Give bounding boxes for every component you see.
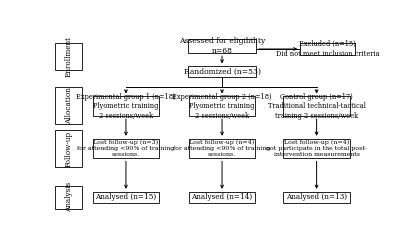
FancyBboxPatch shape: [55, 87, 82, 124]
FancyBboxPatch shape: [55, 130, 82, 167]
FancyBboxPatch shape: [188, 66, 256, 77]
FancyBboxPatch shape: [189, 96, 255, 116]
FancyBboxPatch shape: [189, 139, 255, 158]
Text: Assessed for eligibility
n=68: Assessed for eligibility n=68: [179, 37, 265, 55]
FancyBboxPatch shape: [188, 39, 256, 53]
FancyBboxPatch shape: [93, 192, 159, 203]
FancyBboxPatch shape: [93, 139, 159, 158]
Text: Follow-up: Follow-up: [64, 131, 73, 167]
FancyBboxPatch shape: [300, 43, 354, 55]
FancyBboxPatch shape: [55, 186, 82, 209]
Text: Enrollment: Enrollment: [64, 36, 73, 77]
Text: Control group (n=17)
Traditional technical-tactical
training 2 sessions/week: Control group (n=17) Traditional technic…: [268, 92, 366, 120]
FancyBboxPatch shape: [55, 43, 82, 70]
Text: Analysis: Analysis: [64, 182, 73, 213]
Text: Lost follow-up (n=4)
for attending <90% of training
sessions.: Lost follow-up (n=4) for attending <90% …: [174, 140, 271, 157]
Text: Analysed (n=13): Analysed (n=13): [286, 193, 347, 202]
FancyBboxPatch shape: [93, 96, 159, 116]
Text: Analysed (n=15): Analysed (n=15): [95, 193, 156, 202]
Text: Experimental group 2 (n=18)
Plyometric training
2 sessions/week: Experimental group 2 (n=18) Plyometric t…: [172, 92, 272, 120]
Text: Lost follow-up (n=4)
not participate in the total post-
intervention measurement: Lost follow-up (n=4) not participate in …: [266, 140, 367, 157]
Text: Allocation: Allocation: [64, 87, 73, 124]
Text: Experimental group 1 (n=18)
Plyometric training
2 sessions/week: Experimental group 1 (n=18) Plyometric t…: [76, 92, 176, 120]
FancyBboxPatch shape: [283, 139, 350, 158]
Text: Lost follow-up (n=3)
for attending <90% of training
sessions.: Lost follow-up (n=3) for attending <90% …: [77, 140, 174, 157]
FancyBboxPatch shape: [283, 96, 350, 116]
Text: Analysed (n=14): Analysed (n=14): [192, 193, 253, 202]
FancyBboxPatch shape: [189, 192, 255, 203]
Text: Excluded (n=15)
Did not meet inclusion criteria: Excluded (n=15) Did not meet inclusion c…: [276, 40, 379, 58]
FancyBboxPatch shape: [283, 192, 350, 203]
Text: Randomized (n=53): Randomized (n=53): [184, 68, 260, 76]
